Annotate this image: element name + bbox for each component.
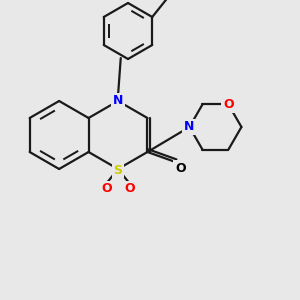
Text: N: N	[184, 121, 195, 134]
Text: S: S	[113, 164, 122, 176]
Text: O: O	[124, 182, 134, 196]
Text: N: N	[113, 94, 123, 107]
Text: O: O	[175, 161, 186, 175]
Text: O: O	[101, 182, 112, 196]
Text: O: O	[223, 98, 234, 111]
